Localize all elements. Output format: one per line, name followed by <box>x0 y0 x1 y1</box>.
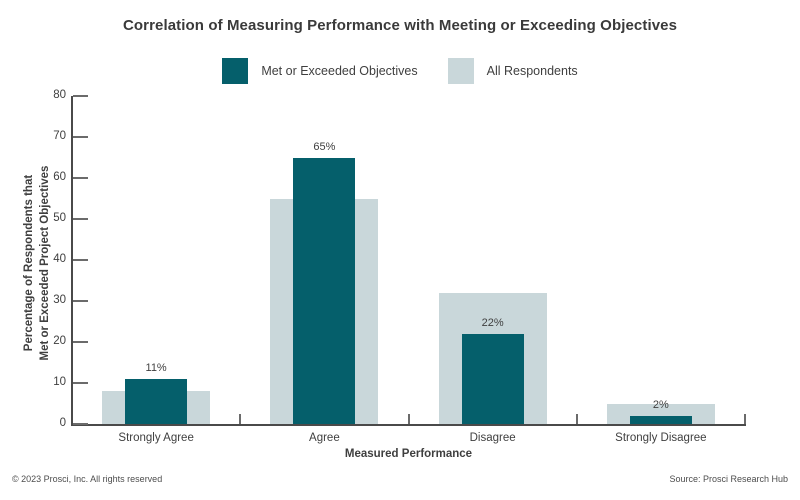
bar-met-or-exceeded <box>125 378 188 424</box>
y-tick <box>73 382 88 384</box>
x-category-label: Agree <box>309 432 340 444</box>
y-tick-label: 0 <box>59 417 66 429</box>
y-tick <box>73 423 88 425</box>
y-tick-label: 80 <box>53 89 66 101</box>
legend-item-met-or-exceeded: Met or Exceeded Objectives <box>222 58 418 84</box>
y-axis-title-line2: Met or Exceeded Project Objectives <box>38 165 51 361</box>
bar-value-label: 11% <box>145 361 167 374</box>
legend: Met or Exceeded Objectives All Responden… <box>0 58 800 84</box>
x-tick <box>239 414 242 424</box>
y-axis-title: Percentage of Respondents that Met or Ex… <box>22 98 54 428</box>
y-tick-label: 70 <box>53 130 66 142</box>
x-category-label: Disagree <box>469 432 516 444</box>
legend-label-all-respondents: All Respondents <box>486 64 578 78</box>
bar-value-label: 2% <box>652 398 669 411</box>
chart-title: Correlation of Measuring Performance wit… <box>122 17 678 34</box>
y-tick <box>73 218 88 220</box>
legend-item-all-respondents: All Respondents <box>447 58 578 84</box>
x-axis-line <box>71 424 746 426</box>
y-tick <box>73 300 88 302</box>
x-category-label: Strongly Agree <box>118 432 194 444</box>
y-tick-label: 60 <box>53 171 66 183</box>
legend-label-met-or-exceeded: Met or Exceeded Objectives <box>261 64 418 78</box>
y-tick-label: 40 <box>53 253 66 265</box>
y-axis-line <box>71 96 73 426</box>
bar-met-or-exceeded <box>629 415 692 424</box>
x-tick <box>575 414 578 424</box>
legend-swatch-all-respondents <box>447 58 474 84</box>
bar-value-label: 22% <box>481 316 504 329</box>
x-category-label: Strongly Disagree <box>615 432 707 444</box>
y-tick-label: 50 <box>53 212 66 224</box>
copyright-text: © 2023 Prosci, Inc. All rights reserved <box>12 474 163 484</box>
y-tick-label: 10 <box>53 376 66 388</box>
x-tick <box>744 414 746 424</box>
y-tick <box>73 177 88 179</box>
y-tick-label: 20 <box>53 335 66 347</box>
y-axis-title-line1: Percentage of Respondents that <box>23 174 35 352</box>
source-text: Source: Prosci Research Hub <box>669 474 788 484</box>
y-tick <box>73 341 88 343</box>
x-tick <box>407 414 410 424</box>
bar-met-or-exceeded <box>461 333 524 424</box>
bar-value-label: 65% <box>313 140 336 153</box>
y-tick <box>73 95 88 97</box>
y-tick-label: 30 <box>53 294 66 306</box>
y-tick <box>73 259 88 261</box>
x-axis-title: Measured Performance <box>344 448 473 460</box>
legend-swatch-met-or-exceeded <box>222 58 249 84</box>
bar-met-or-exceeded <box>293 157 356 424</box>
y-tick <box>73 136 88 138</box>
